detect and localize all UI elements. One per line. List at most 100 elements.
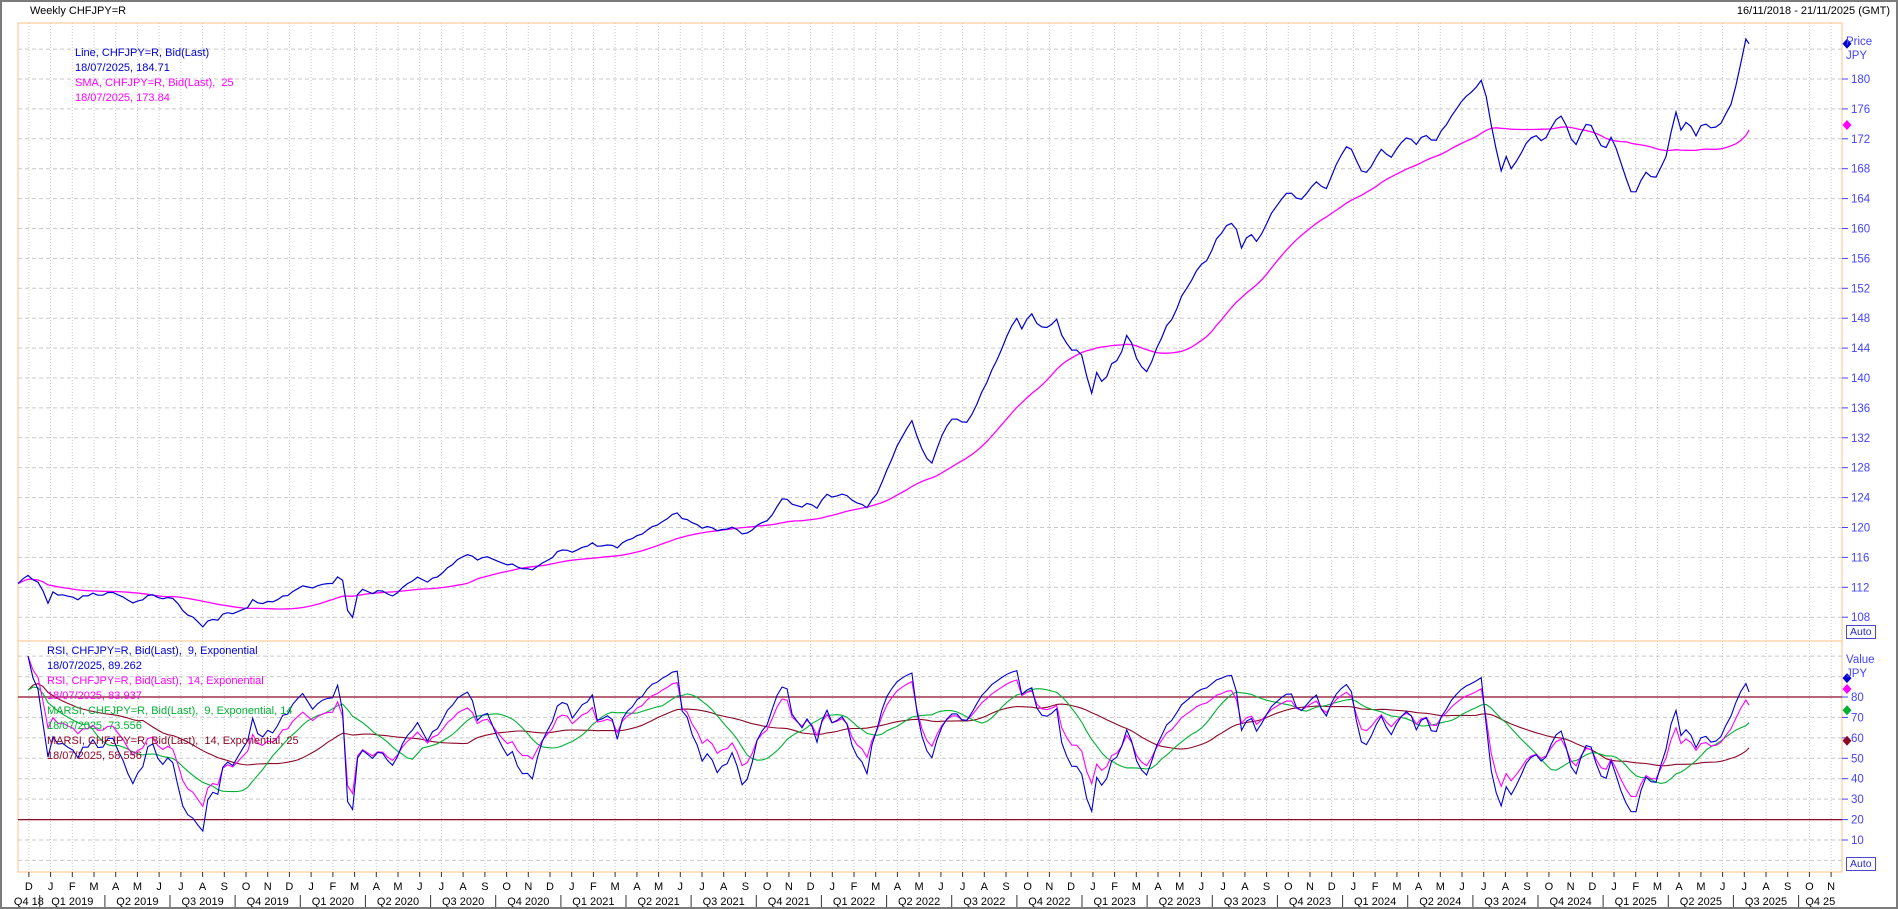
svg-text:A: A [1502,881,1510,893]
svg-text:J: J [938,881,944,893]
svg-text:Q2 2022: Q2 2022 [898,896,940,908]
svg-text:N: N [524,881,532,893]
svg-text:F: F [1111,881,1118,893]
svg-text:M: M [1653,881,1662,893]
legend-marsi9-label: MARSI, CHFJPY=R, Bid(Last), 9, Exponenti… [47,705,293,717]
svg-text:164: 164 [1851,194,1871,206]
last-value-diamond-icon [1842,705,1852,716]
svg-text:124: 124 [1851,493,1871,505]
value-axis-markers [1842,673,1852,746]
price-series-path [18,37,1750,628]
svg-text:D: D [546,881,554,893]
svg-text:Q1 2024: Q1 2024 [1354,896,1396,908]
value-axis-title: Value [1846,654,1875,666]
svg-text:168: 168 [1851,164,1870,176]
svg-text:N: N [1306,881,1314,893]
svg-text:Q3 2019: Q3 2019 [181,896,223,908]
svg-text:J: J [1090,881,1096,893]
svg-text:O: O [242,881,251,893]
rsi-panel-legend: RSI, CHFJPY=R, Bid(Last), 9, Exponential… [47,644,299,764]
svg-text:A: A [1154,881,1162,893]
grid-vertical [28,23,1832,872]
svg-text:M: M [133,881,142,893]
svg-text:Q4 2020: Q4 2020 [507,896,549,908]
svg-text:Q4 2021: Q4 2021 [768,896,810,908]
svg-text:20: 20 [1851,815,1864,827]
svg-text:J: J [569,881,575,893]
value-axis-tick-labels: 80 70 60 50 40 30 20 10 [1842,692,1864,847]
svg-text:M: M [393,881,402,893]
svg-text:Q2 2025: Q2 2025 [1680,896,1722,908]
svg-text:Q1 2025: Q1 2025 [1615,896,1657,908]
svg-text:O: O [1023,881,1032,893]
svg-text:A: A [199,881,207,893]
svg-text:160: 160 [1851,224,1870,236]
svg-text:A: A [373,881,381,893]
svg-text:Q3 2024: Q3 2024 [1484,896,1526,908]
rsi9-series-path [27,655,1750,833]
svg-text:Q1 2021: Q1 2021 [572,896,614,908]
main-panel-legend: Line, CHFJPY=R, Bid(Last) 18/07/2025, 18… [75,46,234,106]
svg-text:M: M [1696,881,1705,893]
svg-text:J: J [308,881,314,893]
svg-text:N: N [1567,881,1575,893]
legend-marsi14-label: MARSI, CHFJPY=R, Bid(Last), 14, Exponent… [47,735,299,747]
svg-text:N: N [264,881,272,893]
svg-text:A: A [1241,881,1249,893]
svg-text:J: J [1459,881,1465,893]
svg-text:116: 116 [1851,552,1869,564]
svg-text:Q1 2020: Q1 2020 [312,896,354,908]
legend-price-line-label: Line, CHFJPY=R, Bid(Last) [75,47,210,59]
legend-rsi14-label: RSI, CHFJPY=R, Bid(Last), 14, Exponentia… [47,675,264,687]
main-plot-area[interactable] [18,23,1842,641]
svg-text:O: O [502,881,511,893]
price-axis-auto-button[interactable]: Auto [1846,625,1876,639]
svg-text:S: S [221,881,228,893]
svg-text:Q2 2023: Q2 2023 [1159,896,1201,908]
value-axis-currency: JPY [1846,668,1868,680]
svg-text:M: M [1175,881,1184,893]
svg-text:112: 112 [1851,582,1869,594]
svg-text:A: A [633,881,641,893]
svg-text:A: A [720,881,728,893]
marsi14-series-path [27,683,1750,767]
rsi-plot-frame [17,640,1843,873]
svg-text:S: S [481,881,488,893]
svg-text:Q4 25: Q4 25 [1805,896,1835,908]
svg-text:176: 176 [1851,104,1870,116]
svg-text:F: F [851,881,858,893]
sma-series-path [18,126,1750,610]
svg-text:Q3 2022: Q3 2022 [963,896,1005,908]
svg-text:J: J [156,881,162,893]
last-value-diamond-icon [1842,684,1852,694]
legend-marsi9-value: 18/07/2025, 73.556 [47,720,142,732]
svg-text:J: J [1720,881,1726,893]
svg-text:136: 136 [1851,403,1870,415]
svg-text:M: M [350,881,359,893]
svg-text:108: 108 [1851,612,1870,624]
page-title: Weekly CHFJPY=R [30,5,127,17]
svg-text:A: A [1762,881,1770,893]
legend-rsi14-value: 18/07/2025, 83.937 [47,690,142,702]
svg-text:S: S [1784,881,1791,893]
svg-text:Q2 2021: Q2 2021 [637,896,679,908]
svg-text:F: F [1632,881,1639,893]
svg-text:M: M [915,881,924,893]
value-axis-auto-button[interactable]: Auto [1846,857,1876,871]
last-value-diamond-icon [1842,673,1852,684]
price-axis-tick-labels: 180 176 172 168 164 160 156 152 148 144 140 136 132 1… [1842,74,1871,624]
svg-text:S: S [742,881,749,893]
svg-text:F: F [1372,881,1379,893]
svg-text:O: O [763,881,772,893]
last-value-diamond-icon [1842,120,1852,130]
svg-text:Q4 2023: Q4 2023 [1289,896,1331,908]
svg-text:J: J [1611,881,1617,893]
svg-text:S: S [1002,881,1009,893]
svg-text:60: 60 [1851,733,1864,745]
legend-marsi14-value: 18/07/2025, 58.556 [47,750,142,762]
svg-text:A: A [1675,881,1683,893]
svg-text:O: O [1284,881,1293,893]
